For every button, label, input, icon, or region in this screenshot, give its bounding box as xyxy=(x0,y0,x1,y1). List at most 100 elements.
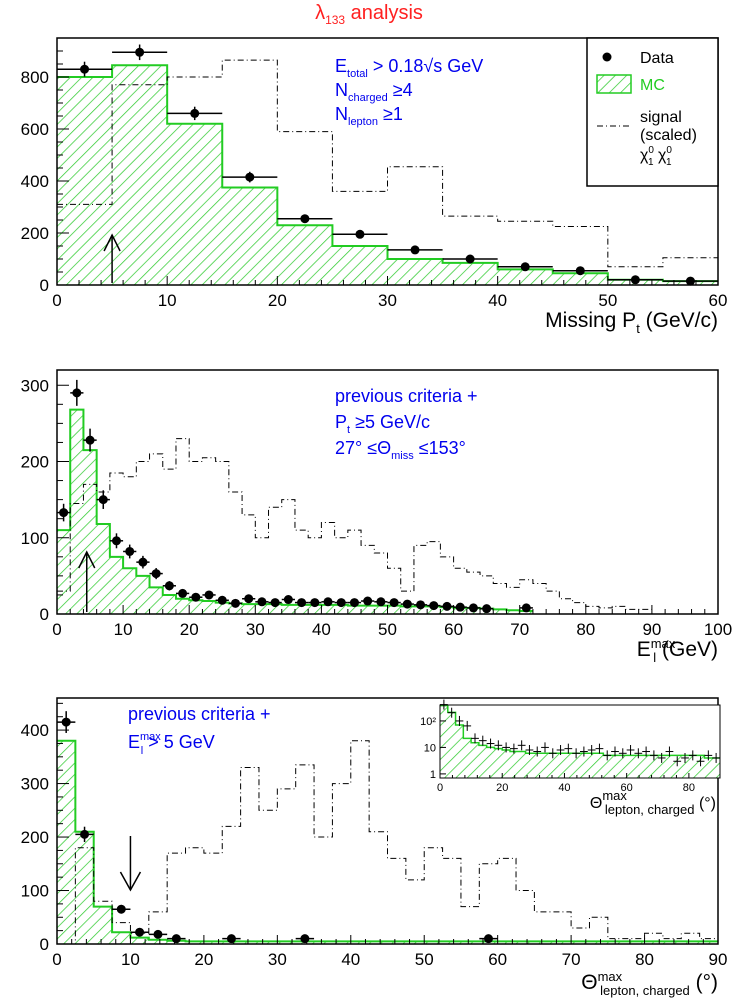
data-point xyxy=(480,604,494,614)
data-point xyxy=(75,826,94,843)
x-tick-label: 20 xyxy=(496,782,508,794)
x-tick-label: 20 xyxy=(194,950,213,969)
data-point xyxy=(57,503,71,522)
data-point xyxy=(387,598,401,608)
data-marker xyxy=(178,588,188,598)
data-point xyxy=(332,229,388,239)
data-marker xyxy=(153,929,163,939)
data-marker xyxy=(300,934,310,944)
selection-annotation: Emax l > 5 GeV xyxy=(128,731,215,757)
title-analysis: analysis xyxy=(345,2,423,24)
x-tick-label: 50 xyxy=(415,950,434,969)
x-tick-label: 60 xyxy=(444,620,463,639)
data-marker xyxy=(483,934,493,944)
data-point xyxy=(148,929,168,939)
y-tick-label: 200 xyxy=(21,224,49,243)
x-tick-label: 10 xyxy=(121,950,140,969)
x-tick-label: 80 xyxy=(576,620,595,639)
data-marker xyxy=(226,934,236,944)
x-tick-label: 10 xyxy=(114,620,133,639)
x-tick-label: 0 xyxy=(52,291,61,310)
x-axis-label: Θmax lepton, charged (°) xyxy=(590,788,716,817)
data-point xyxy=(130,927,149,937)
data-marker xyxy=(685,276,695,286)
data-point xyxy=(479,934,498,944)
data-marker xyxy=(455,602,465,612)
data-point xyxy=(374,597,388,607)
data-marker xyxy=(116,904,126,914)
data-point xyxy=(112,44,168,61)
data-point xyxy=(587,744,596,755)
data-marker xyxy=(230,598,240,608)
y-tick-label: 600 xyxy=(21,120,49,139)
selection-annotation: previous criteria + xyxy=(335,386,478,406)
data-point xyxy=(427,601,441,611)
title-subscript: 133 xyxy=(325,13,346,27)
data-point xyxy=(189,592,203,602)
data-marker xyxy=(98,495,108,505)
y-tick-label: 10² xyxy=(420,716,436,728)
data-point xyxy=(696,756,705,767)
selection-annotation: Nlepton ≥1 xyxy=(335,104,403,128)
y-tick-label: 300 xyxy=(21,376,49,395)
x-tick-label: 0 xyxy=(52,950,61,969)
legend-signal-label: signal xyxy=(640,109,682,126)
selection-annotation: Etotal > 0.18√s GeV xyxy=(335,56,483,80)
legend-mc-swatch xyxy=(596,74,632,94)
legend-chi-label: χ0 1 χ0 1 xyxy=(640,145,672,168)
data-point xyxy=(361,596,375,606)
data-point xyxy=(486,738,495,749)
x-tick-label: 30 xyxy=(268,950,287,969)
data-point xyxy=(334,598,348,608)
data-marker xyxy=(111,536,121,546)
data-marker xyxy=(355,229,365,239)
x-tick-label: 90 xyxy=(709,950,728,969)
title-lambda: λ xyxy=(315,2,326,24)
x-tick-label: 30 xyxy=(378,291,397,310)
data-marker xyxy=(429,601,439,611)
data-point xyxy=(57,711,76,733)
data-point xyxy=(603,750,612,761)
data-point xyxy=(281,595,295,605)
mc-histogram-outline xyxy=(57,739,718,943)
data-point xyxy=(626,744,635,755)
data-marker xyxy=(410,245,420,255)
data-point xyxy=(453,602,467,612)
data-point xyxy=(442,254,498,264)
legend-signal-label-2: (scaled) xyxy=(640,127,697,144)
data-point xyxy=(618,748,627,759)
data-marker xyxy=(336,598,346,608)
selection-annotation: Ncharged ≥4 xyxy=(335,80,413,104)
data-point xyxy=(494,740,503,751)
data-point xyxy=(70,379,84,406)
data-point xyxy=(222,171,278,183)
data-marker xyxy=(521,603,531,613)
x-tick-label: 10 xyxy=(158,291,177,310)
data-point xyxy=(650,750,658,761)
x-tick-label: 50 xyxy=(598,291,617,310)
data-marker xyxy=(135,47,145,57)
data-marker xyxy=(217,595,227,605)
data-point xyxy=(580,746,588,757)
data-point xyxy=(202,590,216,600)
data-marker xyxy=(575,266,585,276)
y-tick-label: 300 xyxy=(21,775,49,794)
data-marker xyxy=(300,214,310,224)
data-marker xyxy=(482,604,492,614)
data-point xyxy=(136,555,150,569)
data-point xyxy=(607,275,663,285)
data-marker xyxy=(61,717,71,727)
data-point xyxy=(673,756,682,767)
data-marker xyxy=(135,927,145,937)
data-marker xyxy=(520,262,530,272)
data-point xyxy=(308,598,322,608)
y-tick-label: 10 xyxy=(424,742,436,754)
x-tick-label: 40 xyxy=(312,620,331,639)
data-point xyxy=(455,715,464,726)
x-tick-label: 30 xyxy=(246,620,265,639)
data-point xyxy=(556,744,565,755)
data-point xyxy=(642,746,650,757)
data-point xyxy=(162,581,176,591)
data-point xyxy=(321,597,335,607)
